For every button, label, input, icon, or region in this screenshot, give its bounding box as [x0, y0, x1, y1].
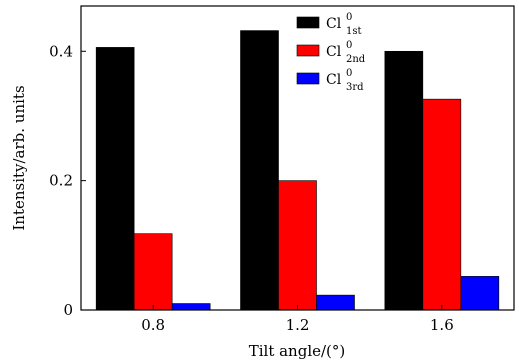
bar-1st-0.8 [95, 47, 135, 311]
legend-swatch-1st [296, 16, 320, 29]
y-tick-label: 0.4 [49, 42, 73, 60]
x-tick-label: 1.2 [286, 316, 310, 334]
legend-label-1st: Cl [326, 16, 342, 32]
bar-3rd-1.2 [316, 294, 355, 311]
legend-label-sub: 1st [346, 26, 362, 37]
bar-3rd-1.6 [460, 276, 500, 311]
bar-3rd-0.8 [171, 303, 211, 311]
bar-2nd-1.2 [278, 180, 317, 311]
y-axis-label: Intensity/arb. units [10, 85, 28, 230]
legend: Cl 0 1st Cl 0 2nd Cl 0 3rd [296, 12, 366, 93]
ticks-group: 0.8 1.2 1.6 0 0.2 0.4 [49, 42, 454, 334]
bar-1st-1.2 [240, 30, 279, 311]
bars-group [95, 30, 500, 311]
legend-label-sup: 0 [346, 40, 352, 51]
y-tick-label: 0 [63, 301, 73, 319]
legend-swatch-2nd [296, 44, 320, 57]
bar-2nd-0.8 [133, 233, 173, 311]
legend-label-sup: 0 [346, 68, 352, 79]
bar-2nd-1.6 [422, 98, 462, 311]
legend-label-sup: 0 [346, 12, 352, 23]
x-axis-label: Tilt angle/(°) [249, 342, 346, 360]
legend-label-3rd: Cl [326, 72, 342, 88]
x-tick-label: 0.8 [141, 316, 165, 334]
legend-label-2nd: Cl [326, 44, 342, 60]
y-tick-label: 0.2 [49, 172, 73, 190]
x-tick-label: 1.6 [430, 316, 454, 334]
legend-swatch-3rd [296, 72, 320, 85]
legend-label-sub: 3rd [346, 82, 364, 93]
legend-label-sub: 2nd [346, 54, 366, 65]
bar-1st-1.6 [384, 50, 424, 311]
